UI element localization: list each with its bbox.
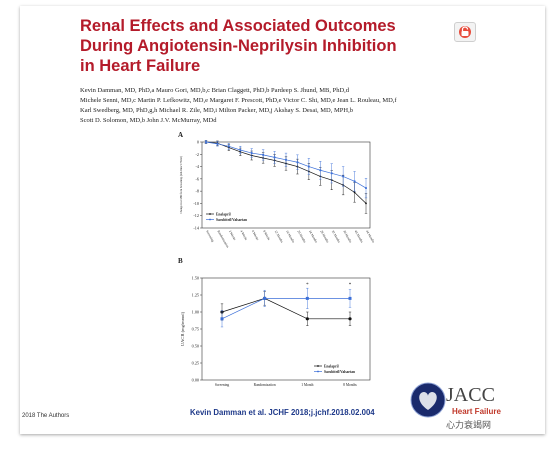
- copyright: 2018 The Authors: [22, 413, 70, 419]
- y-tick-label: 0.00: [192, 378, 199, 383]
- data-point: [220, 317, 224, 321]
- data-point: [305, 317, 309, 321]
- slide-title: Renal Effects and Associated Outcomes Du…: [80, 16, 460, 76]
- legend-marker: [317, 370, 319, 373]
- significance-marker: *: [349, 283, 352, 288]
- legend-label: Sacubitril/Valsartan: [216, 218, 247, 222]
- x-tick-label: Screening: [205, 230, 215, 243]
- x-tick-label: 36 Months: [342, 230, 353, 245]
- open-access-icon: [454, 22, 476, 42]
- y-tick-label: 1.50: [192, 276, 199, 281]
- y-tick-label: -14: [193, 226, 199, 231]
- series-line: [221, 298, 350, 320]
- x-tick-label: Randomization: [254, 383, 276, 387]
- x-tick-label: 8 Months: [343, 383, 357, 387]
- x-tick-label: Randomization: [217, 230, 230, 249]
- data-point: [353, 191, 356, 194]
- data-point: [365, 202, 367, 205]
- slide-frame: [20, 6, 545, 434]
- x-tick-label: 28 Months: [319, 230, 330, 245]
- plot-frame: [201, 277, 371, 381]
- y-tick-label: 1.25: [192, 293, 199, 298]
- x-tick-label: 1 Month: [301, 383, 313, 387]
- logo-text: JACC: [446, 384, 495, 406]
- title-line: in Heart Failure: [80, 57, 201, 75]
- data-point: [365, 187, 367, 189]
- citation: Kevin Damman et al. JCHF 2018;j.jchf.201…: [190, 408, 375, 417]
- figure-svg: A 0 -2 -4 -6 -8 -10 -12 -14 Change in eGFR from S…: [178, 131, 376, 387]
- series-line: [205, 141, 367, 204]
- x-tick-label: 44 Months: [365, 230, 376, 245]
- jacc-logo: [408, 380, 538, 432]
- x-tick-label: 6 Weeks: [251, 230, 260, 242]
- title-line: Renal Effects and Associated Outcomes: [80, 17, 396, 35]
- y-tick-label: -2: [196, 152, 200, 157]
- x-tick-label: 24 Months: [308, 230, 319, 245]
- x-tick-label: 2 Weeks: [228, 230, 237, 242]
- plot-frame: [201, 141, 371, 229]
- legend-marker: [317, 365, 319, 367]
- data-point: [348, 296, 352, 300]
- legend-marker: [209, 218, 211, 221]
- data-point: [205, 141, 207, 143]
- title-line: During Angiotensin-Neprilysin Inhibition: [80, 37, 397, 55]
- data-point: [227, 145, 230, 148]
- y-tick-label: -12: [193, 213, 199, 218]
- author-line: Karl Swedberg, MD, PhD,g,h Michael R. Zi…: [80, 107, 353, 114]
- data-point: [353, 180, 356, 183]
- data-point: [285, 158, 287, 161]
- data-point: [262, 154, 265, 156]
- data-point: [239, 149, 242, 151]
- legend-marker: [209, 213, 211, 215]
- legend-label: Enalapril: [216, 212, 231, 216]
- y-tick-label: 0: [197, 140, 199, 145]
- data-point: [250, 152, 253, 154]
- data-point: [273, 156, 276, 159]
- y-axis-label: Change in eGFR from Screening (mL/min/1.…: [180, 156, 183, 214]
- x-tick-label: Screening: [215, 383, 230, 387]
- author-list: Kevin Damman, MD, PhD,a Mauro Gori, MD,b…: [80, 86, 500, 126]
- data-point: [296, 161, 299, 164]
- significance-marker: *: [306, 283, 309, 288]
- data-point: [216, 142, 219, 145]
- y-tick-label: 0.50: [192, 344, 199, 349]
- author-line: Scott D. Solomon, MD,b John J.V. McMurra…: [80, 117, 217, 124]
- legend-label: Enalapril: [324, 364, 339, 368]
- data-point: [305, 296, 309, 300]
- data-point: [330, 172, 333, 175]
- central-figure: A 0 -2 -4 -6 -8 -10 -12 -14 Change in eGFR from S…: [172, 131, 384, 396]
- y-tick-label: 0.25: [192, 361, 199, 366]
- x-tick-label: 4 Weeks: [239, 230, 248, 242]
- author-line: Michele Senni, MD,c Martin P. Lefkowitz,…: [80, 97, 397, 104]
- y-axis-label: UACR (mg/mmol): [180, 311, 185, 346]
- series-line: [221, 298, 350, 320]
- x-tick-label: 12 Months: [274, 230, 285, 245]
- panel-label: A: [178, 132, 183, 139]
- y-tick-label: 1.00: [192, 310, 199, 315]
- data-point: [263, 296, 267, 300]
- panel-label: B: [178, 257, 183, 265]
- data-point: [342, 175, 345, 178]
- y-tick-label: -8: [196, 189, 200, 194]
- x-tick-label: 8 Weeks: [262, 230, 271, 242]
- x-tick-label: 16 Months: [285, 230, 296, 245]
- data-point: [348, 317, 352, 321]
- data-point: [307, 165, 310, 168]
- y-tick-label: -10: [193, 201, 199, 206]
- x-tick-label: 40 Months: [354, 230, 365, 245]
- watermark: 心力衰竭网: [446, 421, 492, 431]
- y-tick-label: -4: [196, 164, 200, 169]
- x-tick-label: 32 Months: [331, 230, 342, 245]
- logo-subtitle: Heart Failure: [452, 407, 501, 416]
- y-tick-label: -6: [196, 176, 200, 181]
- legend-label: Sacubitril/Valsartan: [324, 370, 355, 374]
- data-point: [319, 169, 322, 172]
- x-tick-label: 20 Months: [297, 230, 308, 245]
- y-tick-label: 0.75: [192, 327, 199, 332]
- author-line: Kevin Damman, MD, PhD,a Mauro Gori, MD,b…: [80, 87, 350, 94]
- heart-logo-icon: [410, 382, 446, 418]
